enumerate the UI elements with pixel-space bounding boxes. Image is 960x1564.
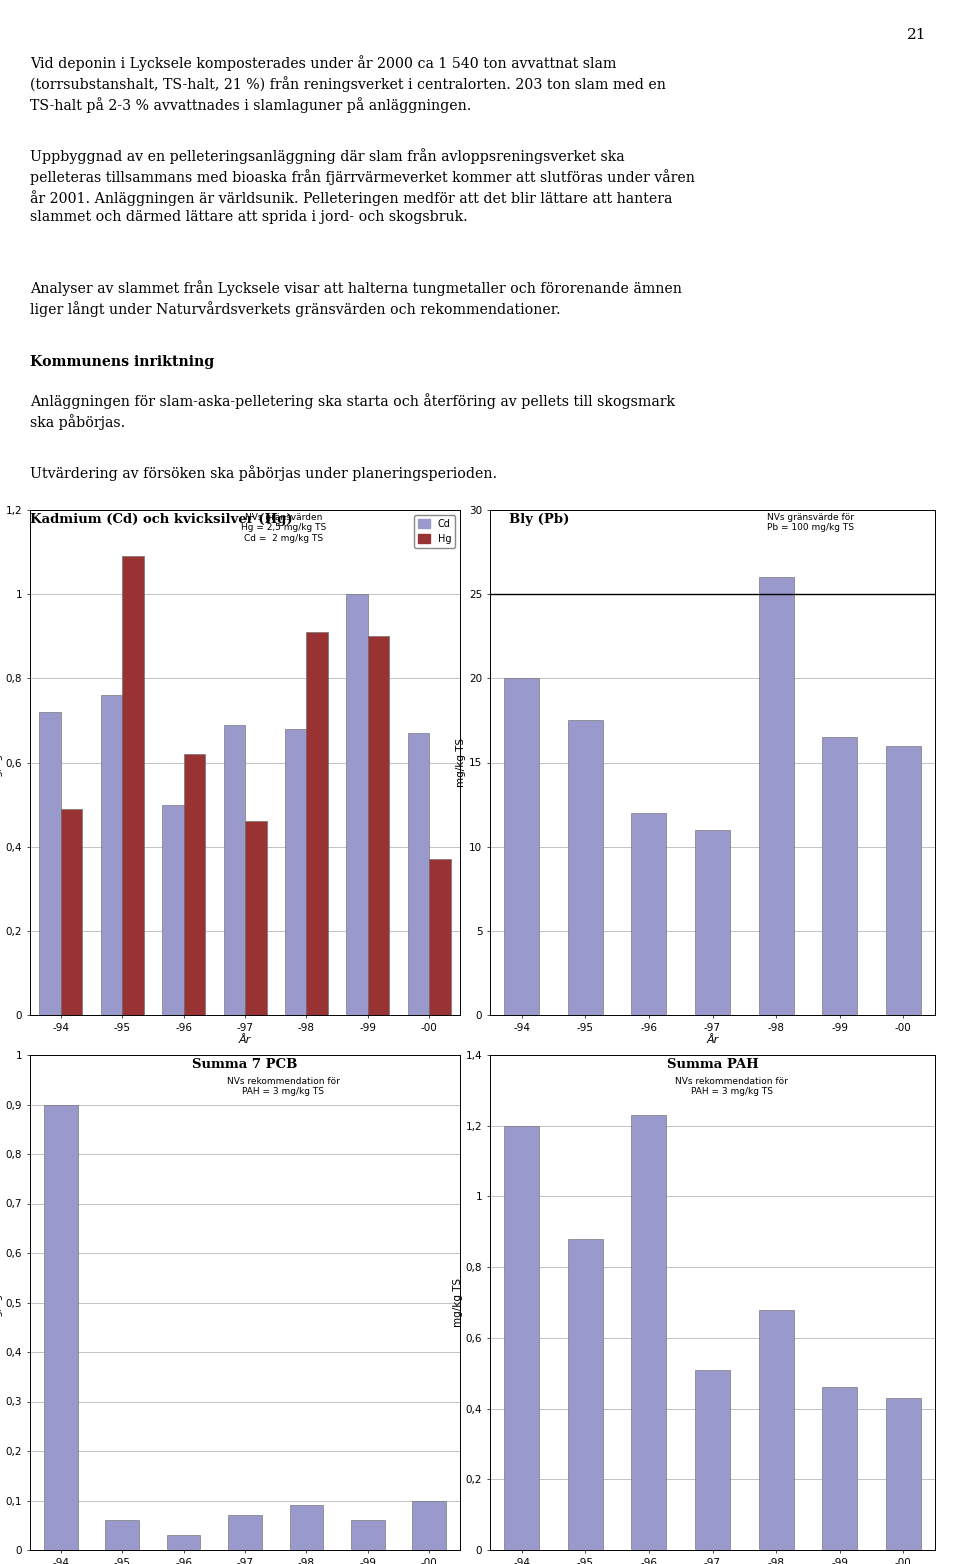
Bar [758, 577, 794, 1015]
Bar [632, 1115, 666, 1550]
Bar [306, 632, 328, 1015]
Text: Kommunens inriktning: Kommunens inriktning [30, 355, 214, 369]
Y-axis label: mg/kg TS: mg/kg TS [456, 738, 467, 787]
Text: Analyser av slammet från Lycksele visar att halterna tungmetaller och förorenand: Analyser av slammet från Lycksele visar … [30, 280, 682, 317]
Text: Vid deponin i Lycksele komposterades under år 2000 ca 1 540 ton avvattnat slam
(: Vid deponin i Lycksele komposterades und… [30, 55, 666, 113]
Bar [101, 694, 122, 1015]
Legend: Cd, Hg: Cd, Hg [415, 515, 455, 547]
Text: Anläggningen för slam-aska-pelletering ska starta och återföring av pellets till: Anläggningen för slam-aska-pelletering s… [30, 393, 675, 430]
Bar [368, 637, 390, 1015]
Bar [886, 746, 921, 1015]
Bar [504, 679, 540, 1015]
Bar [504, 1126, 540, 1550]
Y-axis label: mg/kg TS: mg/kg TS [453, 1278, 463, 1328]
Bar [44, 1104, 78, 1550]
X-axis label: År: År [239, 1035, 252, 1045]
Bar [413, 1500, 446, 1550]
Bar [351, 1520, 385, 1550]
Bar [60, 809, 83, 1015]
Bar [695, 1370, 730, 1550]
Text: 21: 21 [907, 28, 926, 42]
Bar [106, 1520, 139, 1550]
Text: Summa 7 PCB: Summa 7 PCB [192, 1057, 298, 1071]
Bar [758, 1309, 794, 1550]
Bar [290, 1506, 324, 1550]
Text: Utvärdering av försöken ska påbörjas under planeringsperioden.: Utvärdering av försöken ska påbörjas und… [30, 465, 497, 480]
Bar [122, 557, 144, 1015]
Bar [568, 1239, 603, 1550]
Bar [822, 737, 857, 1015]
Bar [167, 1536, 201, 1550]
Text: NVs rekommendation för
PAH = 3 mg/kg TS: NVs rekommendation för PAH = 3 mg/kg TS [675, 1076, 788, 1096]
Bar [429, 859, 451, 1015]
Text: NVs gränsvärde för
Pb = 100 mg/kg TS: NVs gränsvärde för Pb = 100 mg/kg TS [767, 513, 853, 532]
Bar [822, 1387, 857, 1550]
Bar [408, 734, 429, 1015]
Text: Kadmium (Cd) och kvicksilver (Hg): Kadmium (Cd) och kvicksilver (Hg) [30, 513, 293, 526]
Bar [285, 729, 306, 1015]
Bar [695, 830, 730, 1015]
Bar [245, 821, 267, 1015]
Text: NVs gränsvärden
Hg = 2,5 mg/kg TS
Cd =  2 mg/kg TS: NVs gränsvärden Hg = 2,5 mg/kg TS Cd = 2… [241, 513, 326, 543]
X-axis label: År: År [707, 1035, 719, 1045]
Text: NVs rekommendation för
PAH = 3 mg/kg TS: NVs rekommendation för PAH = 3 mg/kg TS [227, 1076, 340, 1096]
Bar [183, 754, 205, 1015]
Bar [228, 1516, 262, 1550]
Text: Summa PAH: Summa PAH [666, 1057, 758, 1071]
Y-axis label: mg/kg TS: mg/kg TS [0, 1278, 3, 1328]
Bar [347, 594, 368, 1015]
Bar [632, 813, 666, 1015]
Bar [39, 712, 60, 1015]
Bar [886, 1398, 921, 1550]
Text: Uppbyggnad av en pelleteringsanläggning där slam från avloppsreningsverket ska
p: Uppbyggnad av en pelleteringsanläggning … [30, 149, 695, 224]
Y-axis label: mg/kg TS: mg/kg TS [0, 738, 3, 787]
Bar [224, 724, 245, 1015]
Text: Bly (Pb): Bly (Pb) [509, 513, 569, 526]
Bar [162, 804, 183, 1015]
Bar [568, 721, 603, 1015]
